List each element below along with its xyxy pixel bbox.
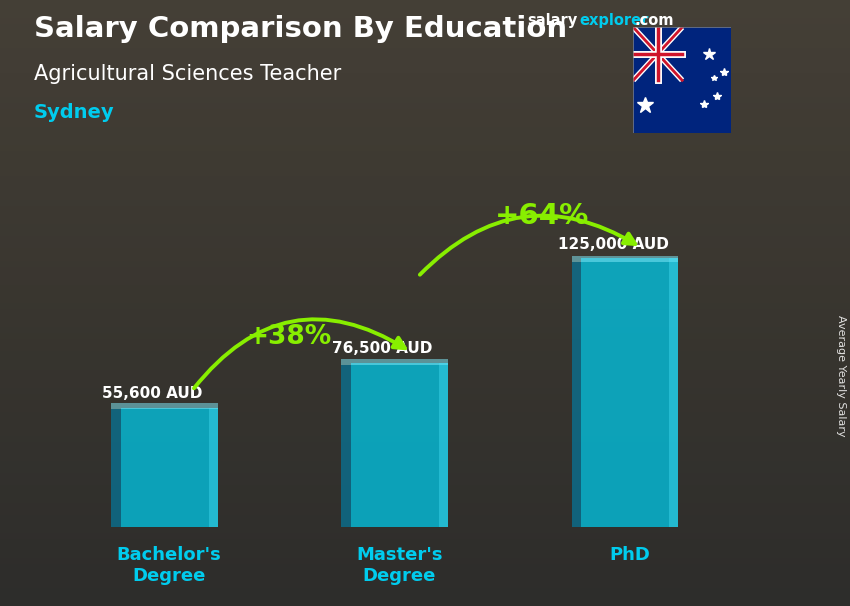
Text: Salary Comparison By Education: Salary Comparison By Education: [34, 15, 567, 43]
Bar: [572, 256, 678, 262]
FancyArrowPatch shape: [194, 319, 405, 388]
Bar: [111, 404, 218, 410]
Bar: [581, 258, 678, 527]
Bar: [342, 359, 448, 365]
Bar: [670, 258, 678, 527]
FancyArrowPatch shape: [420, 216, 635, 275]
Bar: [121, 408, 218, 527]
Text: Sydney: Sydney: [34, 103, 115, 122]
Text: explorer: explorer: [580, 13, 649, 28]
Bar: [351, 363, 448, 527]
Text: +38%: +38%: [246, 324, 332, 350]
Text: 76,500 AUD: 76,500 AUD: [332, 341, 433, 356]
Bar: [572, 262, 581, 527]
Text: .com: .com: [635, 13, 674, 28]
Text: 125,000 AUD: 125,000 AUD: [558, 237, 669, 252]
Text: Agricultural Sciences Teacher: Agricultural Sciences Teacher: [34, 64, 341, 84]
Bar: [342, 365, 351, 527]
Text: +64%: +64%: [496, 202, 589, 230]
Text: 55,600 AUD: 55,600 AUD: [102, 386, 202, 401]
Bar: [439, 363, 448, 527]
Text: Average Yearly Salary: Average Yearly Salary: [836, 315, 846, 436]
Text: salary: salary: [527, 13, 577, 28]
Bar: [111, 410, 121, 527]
Bar: [209, 408, 218, 527]
